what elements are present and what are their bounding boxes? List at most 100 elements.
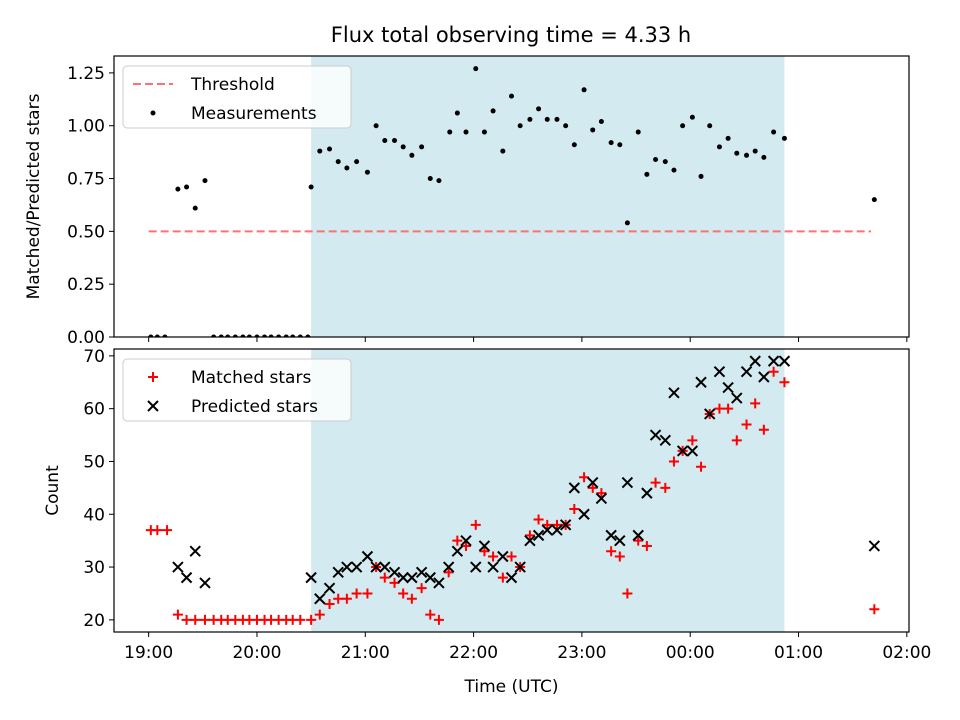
data-point xyxy=(442,561,455,573)
data-point xyxy=(190,614,201,625)
data-point xyxy=(622,588,633,599)
data-point xyxy=(621,476,634,489)
data-point xyxy=(433,614,444,625)
data-point xyxy=(633,535,644,546)
data-point xyxy=(749,355,761,367)
data-point xyxy=(154,334,160,337)
x-tick-label: 20:00 xyxy=(232,643,281,663)
data-point xyxy=(463,129,469,135)
y-tick-label: 60 xyxy=(83,400,105,420)
data-point xyxy=(506,551,517,562)
data-point xyxy=(202,178,208,184)
data-point xyxy=(354,159,360,165)
y-tick-label: 50 xyxy=(83,452,105,472)
data-point xyxy=(172,561,184,573)
plot-area xyxy=(148,66,877,337)
data-point xyxy=(406,571,418,584)
x-tick-label: 19:00 xyxy=(124,643,173,663)
data-point xyxy=(314,593,326,605)
data-point xyxy=(578,508,590,520)
data-point xyxy=(649,429,662,441)
data-point xyxy=(487,561,499,573)
data-point xyxy=(419,144,425,150)
data-point xyxy=(452,535,463,546)
data-point xyxy=(323,582,336,594)
data-point xyxy=(707,123,713,129)
data-point xyxy=(283,334,289,337)
data-point xyxy=(704,408,716,420)
data-point xyxy=(524,530,535,541)
data-point xyxy=(868,540,881,552)
data-point xyxy=(614,534,626,547)
data-point xyxy=(668,456,679,467)
data-point xyxy=(668,387,680,399)
data-point xyxy=(344,165,350,171)
data-point xyxy=(662,159,668,165)
data-point xyxy=(478,540,491,552)
data-point xyxy=(563,123,569,129)
y-tick-label: 0.75 xyxy=(67,170,105,190)
data-point xyxy=(314,609,325,620)
data-point xyxy=(290,334,296,337)
x-tick-label: 21:00 xyxy=(341,643,390,663)
legend-marker xyxy=(147,400,159,412)
y-tick-label: 0.50 xyxy=(67,222,105,242)
data-point xyxy=(541,524,553,536)
data-point xyxy=(397,571,409,584)
data-point xyxy=(779,377,790,388)
data-point xyxy=(175,186,181,192)
data-point xyxy=(740,365,753,378)
data-point xyxy=(659,434,672,447)
data-point xyxy=(696,461,707,472)
data-point xyxy=(332,566,344,579)
data-point xyxy=(305,571,317,584)
legend-marker xyxy=(148,372,158,382)
data-point xyxy=(551,519,562,530)
data-point xyxy=(297,334,303,337)
data-point xyxy=(481,129,487,135)
data-point xyxy=(768,366,779,377)
data-point xyxy=(750,398,761,409)
data-point xyxy=(781,135,787,141)
data-point xyxy=(479,546,490,557)
data-point xyxy=(595,492,608,505)
data-point xyxy=(614,551,625,562)
data-point xyxy=(660,482,671,493)
legend-label: Matched stars xyxy=(191,368,311,388)
data-point xyxy=(488,551,499,562)
data-point xyxy=(400,144,406,150)
x-tick-label: 00:00 xyxy=(666,643,715,663)
data-point xyxy=(373,123,379,129)
data-point xyxy=(427,176,433,182)
data-point xyxy=(641,487,653,499)
data-point xyxy=(232,334,238,337)
data-point xyxy=(362,588,373,599)
legend-label: Predicted stars xyxy=(191,397,318,417)
observing-window-span xyxy=(311,349,785,632)
data-point xyxy=(218,334,224,337)
data-point xyxy=(152,525,163,536)
data-point xyxy=(350,561,363,573)
data-point xyxy=(744,152,750,158)
data-point xyxy=(695,376,707,388)
figure-title: Flux total observing time = 4.33 h xyxy=(331,23,691,47)
data-point xyxy=(509,93,514,99)
data-point xyxy=(871,197,877,203)
data-point xyxy=(671,167,677,173)
legend-box xyxy=(122,65,352,129)
data-point xyxy=(598,118,604,124)
data-point xyxy=(725,135,731,141)
data-point xyxy=(416,583,427,594)
data-point xyxy=(605,529,617,542)
data-point xyxy=(447,129,453,135)
data-point xyxy=(722,381,734,394)
data-point xyxy=(731,392,743,404)
y-tick-label: 0.25 xyxy=(67,275,105,295)
data-point xyxy=(415,566,428,579)
data-point xyxy=(460,534,472,547)
data-point xyxy=(698,173,704,179)
data-point xyxy=(351,588,362,599)
data-point xyxy=(752,148,758,154)
data-point xyxy=(473,66,479,72)
data-point xyxy=(544,116,550,122)
